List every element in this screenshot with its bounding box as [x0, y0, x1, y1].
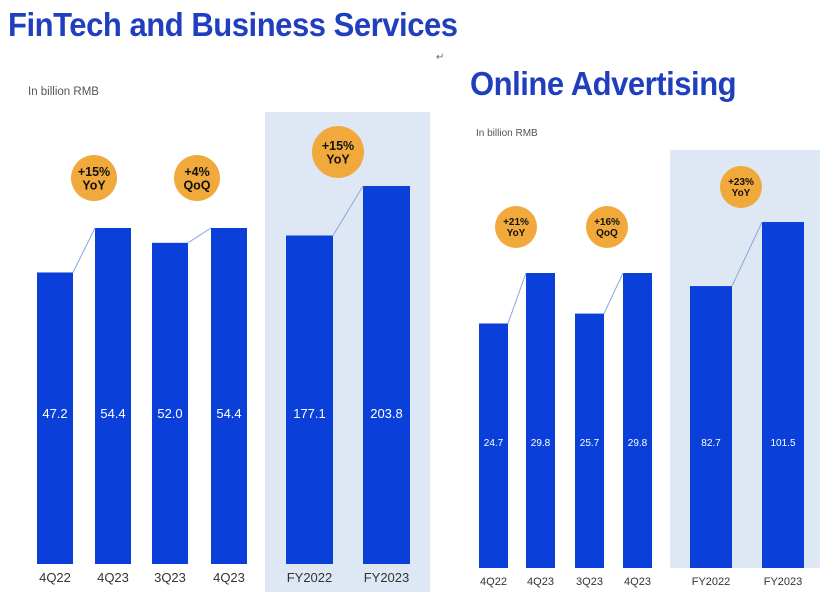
online-advertising-connector-line	[603, 272, 624, 314]
online-advertising-bar	[690, 286, 732, 568]
online-advertising-tick-label: 4Q23	[624, 576, 651, 588]
fintech-change-label: YoY	[82, 179, 106, 193]
fintech-change-value: +15%	[78, 165, 110, 179]
fintech-change-value: +4%	[184, 165, 209, 179]
online-advertising-bar	[762, 222, 804, 568]
fintech-change-label: YoY	[326, 153, 350, 167]
online-advertising-change-label: YoY	[507, 228, 526, 239]
online-advertising-connector-line	[507, 272, 527, 324]
online-advertising-bar-value-label: 101.5	[770, 438, 795, 449]
online-advertising-tick-label: FY2022	[692, 576, 731, 588]
fintech-tick-label: FY2023	[364, 570, 410, 585]
online-advertising-bar-value-label: 24.7	[484, 438, 504, 449]
fintech-bar-value-label: 54.4	[100, 406, 125, 421]
fintech-bar	[37, 272, 73, 564]
fintech-connector-line	[332, 185, 364, 236]
online-advertising-bar-value-label: 82.7	[701, 438, 721, 449]
online-advertising-change-badge	[495, 206, 537, 248]
fintech-bar-value-label: 54.4	[216, 406, 241, 421]
fintech-bar-value-label: 52.0	[157, 406, 182, 421]
fintech-unit-label: In billion RMB	[28, 86, 99, 98]
online-advertising-bar-value-label: 25.7	[580, 438, 600, 449]
online-advertising-tick-label: 3Q23	[576, 576, 603, 588]
online-advertising-change-value: +21%	[503, 217, 529, 228]
online-advertising-bar-value-label: 29.8	[628, 438, 648, 449]
fintech-tick-label: 4Q23	[97, 570, 129, 585]
online-advertising-tick-label: FY2023	[764, 576, 803, 588]
online-advertising-bar	[479, 323, 508, 568]
fintech-connector-line	[187, 227, 212, 244]
online-advertising-connector-line	[731, 221, 763, 287]
online-advertising-bar-value-label: 29.8	[531, 438, 551, 449]
fintech-tick-label: 3Q23	[154, 570, 186, 585]
online-advertising-tick-label: 4Q22	[480, 576, 507, 588]
online-advertising-title: Online Advertising	[470, 65, 737, 102]
fintech-bar	[95, 228, 131, 564]
online-advertising-bar	[623, 273, 652, 568]
fintech-change-badge	[174, 155, 220, 201]
online-advertising-tick-label: 4Q23	[527, 576, 554, 588]
fintech-bar	[211, 228, 247, 564]
fintech-bar-value-label: 177.1	[293, 406, 326, 421]
fintech-connector-line	[72, 227, 96, 273]
fintech-bar-value-label: 203.8	[370, 406, 403, 421]
fintech-change-badge	[71, 155, 117, 201]
return-mark: ↵	[436, 52, 445, 63]
fintech-bar	[152, 242, 188, 564]
online-advertising-unit-label: In billion RMB	[476, 128, 538, 139]
online-advertising-change-value: +16%	[594, 217, 620, 228]
fintech-change-value: +15%	[322, 139, 354, 153]
online-advertising-change-value: +23%	[728, 177, 754, 188]
fintech-tick-label: 4Q23	[213, 570, 245, 585]
online-advertising-change-label: QoQ	[596, 228, 618, 239]
fintech-title: FinTech and Business Services	[8, 6, 458, 43]
online-advertising-change-badge	[720, 166, 762, 208]
online-advertising-bar	[575, 313, 604, 568]
online-advertising-change-label: YoY	[732, 188, 751, 199]
fintech-bar-value-label: 47.2	[42, 406, 67, 421]
fintech-tick-label: 4Q22	[39, 570, 71, 585]
fintech-tick-label: FY2022	[287, 570, 333, 585]
online-advertising-change-badge	[586, 206, 628, 248]
fintech-bar	[363, 186, 410, 564]
fintech-bar	[286, 235, 333, 564]
online-advertising-bar	[526, 273, 555, 568]
fintech-change-badge	[312, 126, 364, 178]
fintech-change-label: QoQ	[183, 179, 210, 193]
